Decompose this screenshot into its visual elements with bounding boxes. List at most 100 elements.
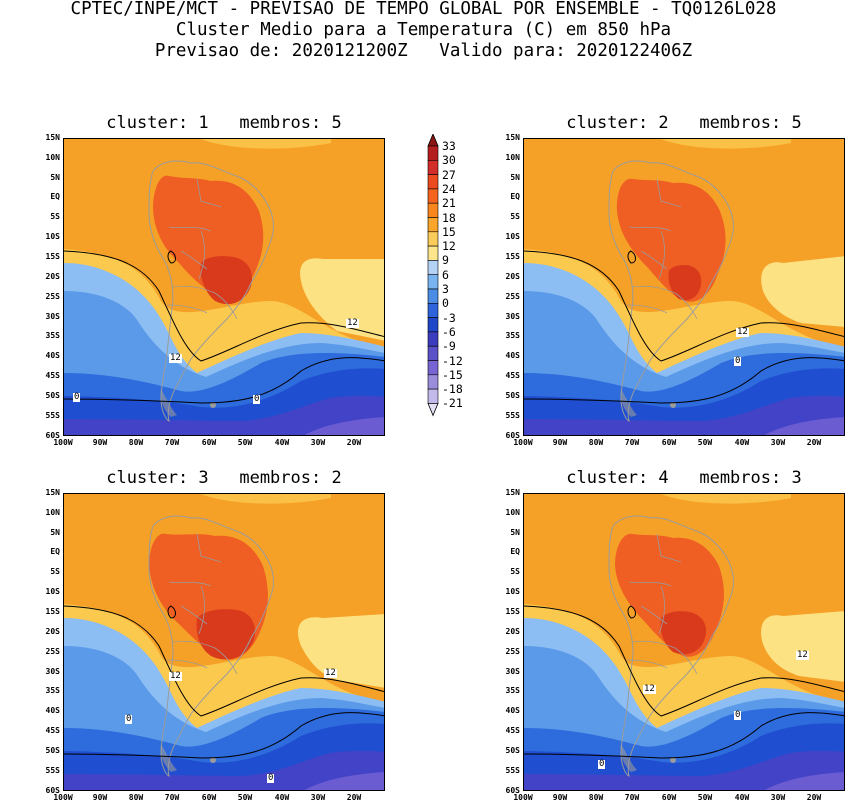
country-border bbox=[168, 581, 212, 587]
map-frame bbox=[63, 138, 385, 436]
temperature-map bbox=[524, 139, 844, 435]
colorbar-label: -12 bbox=[442, 353, 463, 368]
lon-tick-label: 60W bbox=[201, 793, 217, 802]
country-border bbox=[196, 178, 222, 208]
lon-tick-label: 70W bbox=[164, 438, 180, 447]
contour-label: 12 bbox=[169, 671, 182, 681]
colorbar-label: -6 bbox=[442, 324, 456, 339]
contour-12 bbox=[524, 605, 844, 717]
lon-tick-label: 100W bbox=[513, 793, 533, 802]
lat-tick-label: 55S bbox=[45, 411, 60, 420]
lat-tick-label: 40S bbox=[505, 706, 520, 715]
country-border bbox=[632, 285, 676, 294]
lat-tick-label: 55S bbox=[45, 766, 60, 775]
lat-tick-label: 40S bbox=[505, 351, 520, 360]
country-border bbox=[166, 659, 208, 669]
country-border bbox=[656, 533, 682, 563]
lat-tick-label: 10S bbox=[505, 587, 520, 596]
lon-tick-label: 40W bbox=[274, 438, 290, 447]
temperature-map bbox=[64, 494, 384, 790]
lat-tick-label: 55S bbox=[505, 766, 520, 775]
country-border bbox=[626, 659, 668, 669]
falkland-islands bbox=[670, 757, 676, 763]
patagonia-tip bbox=[160, 744, 177, 772]
contour-small bbox=[167, 605, 176, 619]
lon-tick-label: 60W bbox=[661, 438, 677, 447]
field-yellow bbox=[761, 256, 844, 327]
lat-tick-label: 30S bbox=[505, 312, 520, 321]
colorbar-label: 15 bbox=[442, 224, 456, 239]
lat-tick-label: EQ bbox=[50, 192, 60, 201]
lon-tick-label: 80W bbox=[128, 793, 144, 802]
colorbar-label: 0 bbox=[442, 296, 449, 311]
country-border bbox=[640, 250, 668, 270]
contour-label: 12 bbox=[796, 650, 809, 660]
lon-tick-label: 90W bbox=[552, 793, 568, 802]
lat-tick-label: 15N bbox=[505, 133, 520, 142]
lon-tick-label: 30W bbox=[770, 438, 786, 447]
lat-tick-label: 15N bbox=[45, 133, 60, 142]
field-violet bbox=[304, 772, 384, 790]
temperature-map bbox=[524, 494, 844, 790]
lat-tick-label: 5S bbox=[510, 567, 520, 576]
field-indigo bbox=[524, 395, 844, 435]
lat-tick-label: 45S bbox=[45, 726, 60, 735]
lat-tick-label: 45S bbox=[505, 371, 520, 380]
lat-tick-label: 40S bbox=[45, 706, 60, 715]
falkland-islands bbox=[670, 402, 676, 408]
colorbar-swatch bbox=[427, 288, 439, 304]
lat-tick-label: 5N bbox=[510, 528, 520, 537]
country-border bbox=[172, 285, 216, 294]
field-violet bbox=[764, 772, 844, 790]
country-border bbox=[166, 304, 208, 314]
panel-title-2: cluster: 2 membros: 5 bbox=[566, 113, 802, 133]
lat-tick-label: 5S bbox=[510, 212, 520, 221]
lat-tick-label: 20S bbox=[505, 272, 520, 281]
lat-tick-label: 10N bbox=[45, 153, 60, 162]
field-yellow bbox=[297, 614, 384, 688]
contour-label: 0 bbox=[73, 392, 81, 402]
colorbar-label: -3 bbox=[442, 310, 456, 325]
lat-tick-label: 40S bbox=[45, 351, 60, 360]
colorbar-swatch bbox=[427, 374, 439, 390]
lon-tick-label: 90W bbox=[92, 793, 108, 802]
falkland-islands bbox=[210, 757, 216, 763]
contour-12 bbox=[64, 605, 384, 717]
lat-tick-label: 10S bbox=[505, 232, 520, 241]
lat-tick-label: 15S bbox=[45, 252, 60, 261]
lon-tick-label: 30W bbox=[310, 793, 326, 802]
lat-tick-label: 60S bbox=[505, 431, 520, 440]
field-hot-core bbox=[660, 611, 707, 655]
field-hot-core bbox=[196, 609, 256, 660]
contour-label: 0 bbox=[734, 710, 742, 720]
lat-tick-label: 30S bbox=[45, 667, 60, 676]
country-border bbox=[172, 640, 216, 649]
falkland-islands bbox=[210, 402, 216, 408]
lat-tick-label: 20S bbox=[45, 272, 60, 281]
colorbar-swatch bbox=[427, 345, 439, 361]
colorbar-label: 27 bbox=[442, 167, 456, 182]
country-border bbox=[628, 581, 672, 587]
country-border bbox=[198, 230, 205, 280]
contour-label: 12 bbox=[169, 353, 182, 363]
coastline bbox=[148, 160, 274, 422]
lon-tick-label: 100W bbox=[53, 793, 73, 802]
lon-tick-label: 80W bbox=[128, 438, 144, 447]
colorbar-label: 3 bbox=[442, 282, 449, 296]
lat-tick-label: 60S bbox=[505, 786, 520, 795]
lon-tick-label: 50W bbox=[237, 438, 253, 447]
field-hot-core bbox=[668, 265, 702, 301]
lat-tick-label: 10N bbox=[505, 508, 520, 517]
colorbar-swatch bbox=[427, 174, 439, 190]
colorbar-label: 30 bbox=[442, 153, 456, 168]
coastline bbox=[148, 515, 274, 777]
contour-small bbox=[167, 250, 176, 264]
colorbar-swatch bbox=[427, 260, 439, 276]
country-border bbox=[628, 226, 672, 232]
lat-tick-label: 25S bbox=[45, 292, 60, 301]
country-border bbox=[658, 230, 665, 280]
lat-tick-label: 15N bbox=[45, 488, 60, 497]
field-yellow bbox=[761, 611, 844, 682]
colorbar-label: 12 bbox=[442, 239, 456, 254]
